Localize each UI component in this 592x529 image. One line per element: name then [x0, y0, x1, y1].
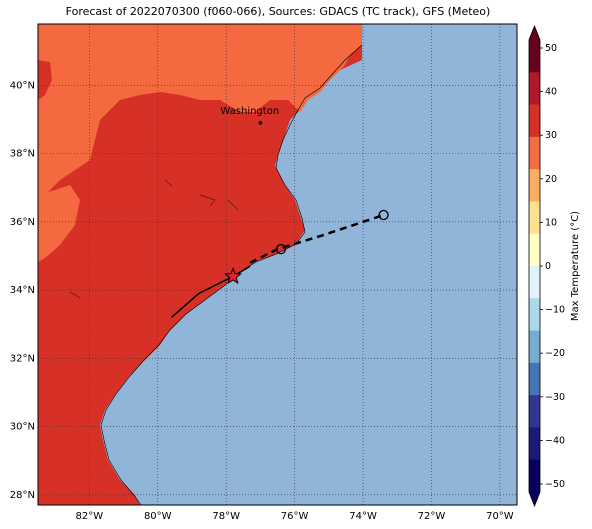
observed-track-line — [170, 265, 251, 318]
colorbar-tick-label: −40 — [545, 435, 565, 446]
forecast-position-marker — [378, 209, 389, 221]
colorbar-band — [529, 459, 540, 493]
land-region-warm — [38, 24, 362, 200]
lat-tick-label: 30°N — [10, 422, 35, 433]
graticule — [38, 24, 517, 505]
colorbar-band — [529, 395, 540, 428]
lon-tick-label: 76°W — [281, 511, 309, 522]
lat-tick-label: 38°N — [10, 149, 35, 160]
lat-tick-label: 28°N — [10, 490, 35, 501]
colorbar-band — [529, 427, 540, 461]
land-region-hot — [38, 24, 362, 505]
land-region-hot-patch — [38, 60, 52, 100]
colorbar-band — [529, 298, 540, 332]
colorbar-arrow-bottom — [529, 492, 540, 506]
colorbar-tick-label: 40 — [545, 87, 557, 98]
colorbar-band — [529, 104, 540, 138]
lat-tick-label: 36°N — [10, 217, 35, 228]
colorbar-tick-label: 50 — [545, 43, 557, 54]
colorbar-tick-label: 0 — [545, 261, 551, 272]
colorbar-tick-label: −10 — [545, 305, 565, 316]
city-label: Washington — [220, 106, 279, 117]
lake-outline — [69, 179, 239, 299]
colorbar-band — [529, 362, 540, 396]
lon-tick-label: 74°W — [349, 511, 377, 522]
axis-ticks: 82°W 80°W 78°W 76°W 74°W 72°W 70°W 28°N 30°N 32°N… — [10, 80, 514, 522]
lat-tick-label: 40°N — [10, 80, 35, 91]
colorbar-band — [529, 201, 540, 235]
colorbar: 50 40 30 20 10 0 −10 −20 −30 −40 −50 — [528, 24, 565, 508]
colorbar-band — [529, 72, 540, 106]
colorbar-label: Max Temperature (°C) — [570, 211, 581, 321]
colorbar-tick-label: 10 — [545, 217, 557, 228]
storm-track — [170, 209, 389, 318]
colorbar-band — [529, 169, 540, 202]
city-dot — [258, 121, 263, 125]
colorbar-tick-label: −30 — [545, 392, 565, 403]
map-frame — [37, 23, 518, 506]
forecast-track-line — [249, 213, 384, 264]
lon-tick-label: 72°W — [418, 511, 446, 522]
colorbar-tick-label: 30 — [545, 130, 557, 141]
colorbar-tick-label: 20 — [545, 174, 557, 185]
colorbar-outline — [528, 24, 541, 508]
storm-position-star — [224, 267, 242, 285]
colorbar-tick-label: −20 — [545, 348, 565, 359]
colorbar-band — [529, 40, 540, 73]
colorbar-band — [529, 266, 540, 299]
forecast-position-marker — [275, 243, 287, 255]
lon-tick-label: 70°W — [486, 511, 514, 522]
map-title: Forecast of 2022070300 (f060-066), Sourc… — [65, 5, 491, 18]
land-region-warm-west — [38, 185, 80, 262]
colorbar-arrow-top — [529, 26, 540, 40]
lon-tick-label: 80°W — [144, 511, 172, 522]
lat-tick-label: 34°N — [10, 285, 35, 296]
city-marker-group: Washington — [220, 106, 279, 125]
lon-tick-label: 82°W — [76, 511, 104, 522]
colorbar-band — [529, 136, 540, 170]
colorbar-band — [529, 330, 540, 364]
colorbar-band — [529, 233, 540, 267]
colorbar-tick-label: −50 — [545, 479, 565, 490]
lon-tick-label: 78°W — [212, 511, 240, 522]
lat-tick-label: 32°N — [10, 353, 35, 364]
